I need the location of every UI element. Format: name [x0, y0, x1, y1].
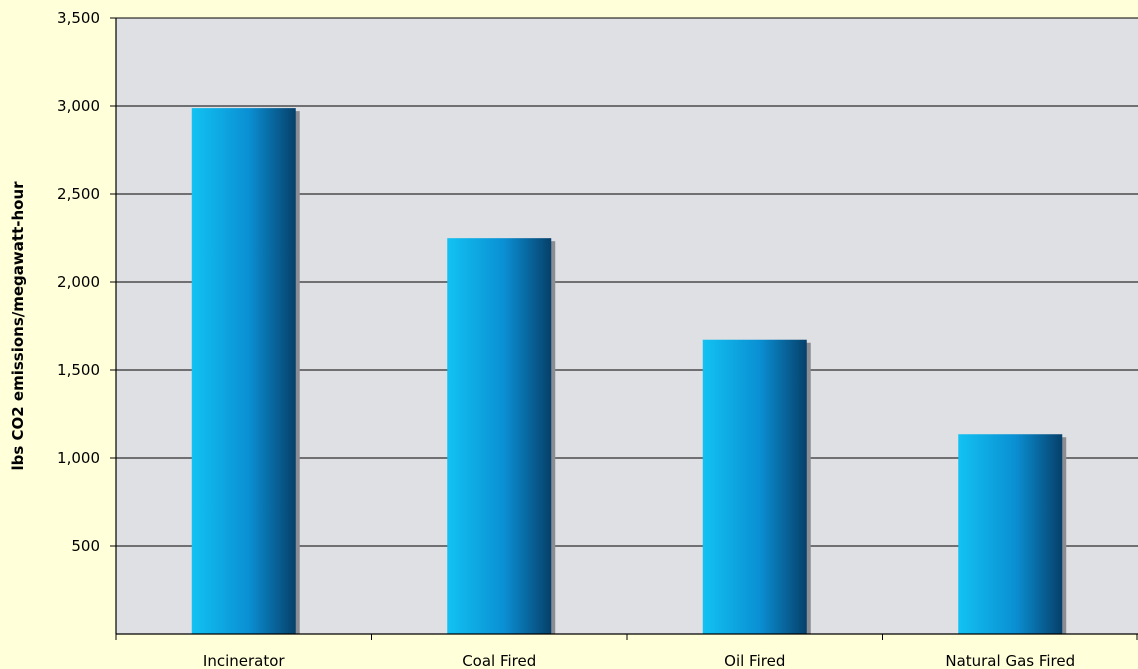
- y-tick-label: 3,000: [57, 97, 100, 115]
- y-axis-title: lbs CO2 emissions/megawatt-hour: [9, 181, 27, 471]
- axes: [115, 18, 1138, 640]
- bar: [191, 108, 296, 634]
- y-tick-label: 1,500: [57, 361, 100, 379]
- bar: [447, 238, 552, 634]
- x-category-label: Incinerator: [203, 652, 285, 669]
- bar: [958, 434, 1063, 634]
- x-category-labels: Incinerator Coal Fired Oil Fired Natural Ga…: [203, 652, 1075, 669]
- x-category-label: Oil Fired: [724, 652, 785, 669]
- y-tick-label: 2,500: [57, 185, 100, 203]
- bars: [191, 108, 1067, 634]
- y-tick-label: 2,000: [57, 273, 100, 291]
- y-tick-label: 500: [71, 537, 100, 555]
- y-tick-label: 1,000: [57, 449, 100, 467]
- y-tick-label: 3,500: [57, 9, 100, 27]
- x-category-label: Coal Fired: [462, 652, 536, 669]
- y-tick-labels: 500 1,000 1,500 2,000 2,500 3,000 3,500: [57, 9, 100, 555]
- bar: [702, 339, 807, 634]
- x-category-label: Natural Gas Fired: [945, 652, 1075, 669]
